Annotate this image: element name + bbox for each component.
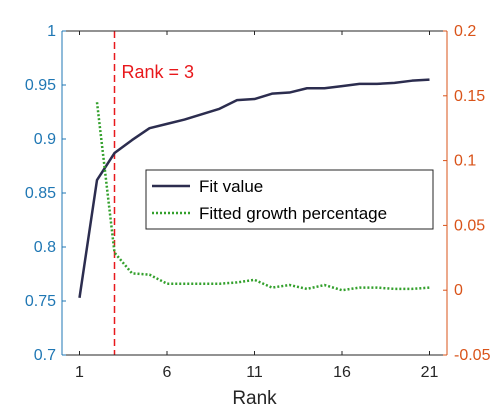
y-left-tick-label: 0.75	[25, 293, 56, 310]
x-tick-label: 6	[163, 364, 172, 381]
y-right-tick-label: -0.05	[454, 347, 491, 364]
y-left-tick-label: 0.95	[25, 77, 56, 94]
y-right-tick-label: 0.15	[454, 88, 485, 105]
y-left-tick-label: 0.85	[25, 185, 56, 202]
y-right-tick-label: 0.2	[454, 23, 476, 40]
x-tick-label: 16	[333, 364, 351, 381]
fit-value-line	[78, 78, 430, 298]
growth-percentage-line	[95, 102, 430, 292]
y-left-tick-label: 0.7	[34, 347, 56, 364]
y-left-tick-label: 0.8	[34, 239, 56, 256]
y-right-tick-label: 0	[454, 282, 463, 299]
x-axis-label: Rank	[232, 388, 277, 409]
annotation-label: Rank = 3	[122, 62, 195, 82]
legend-box	[145, 169, 434, 230]
series-group	[78, 78, 430, 298]
legend: Fit value Fitted growth percentage	[145, 169, 434, 230]
x-tick-label: 21	[421, 364, 439, 381]
annotation-group: Rank = 3	[113, 31, 195, 355]
x-tick-label: 11	[246, 364, 263, 381]
y-left-tick-label: 1	[47, 23, 56, 40]
x-tick-label: 1	[75, 364, 84, 381]
legend-label: Fit value	[199, 177, 263, 196]
y-right-tick-label: 0.05	[454, 217, 485, 234]
y-right-tick-label: 0.1	[454, 153, 476, 170]
y-left-tick-label: 0.9	[34, 131, 56, 148]
axes-group: 1 6 11 16 210.70.750.80.850.90.951-0.0500.05…	[25, 23, 491, 381]
legend-label: Fitted growth percentage	[199, 204, 387, 223]
